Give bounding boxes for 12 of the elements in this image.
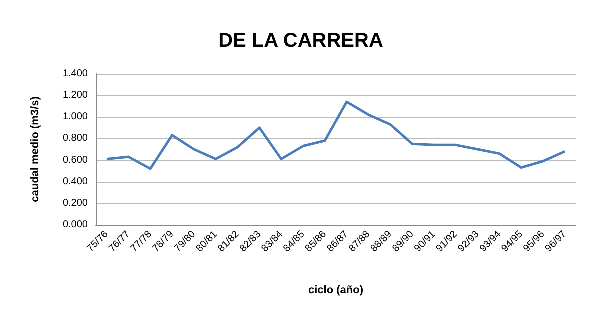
y-tick-label: 0.600 [62,154,88,166]
y-axis-title: caudal medio (m3/s) [30,96,42,202]
y-tick-label: 0.200 [62,198,88,209]
y-tick-label: 0.800 [62,133,88,144]
y-tick-label: 0.400 [62,176,88,188]
y-tick-label: 1.200 [62,90,88,102]
y-tick-label: 1.000 [62,112,88,123]
y-tick-label: 0.000 [62,220,88,230]
line-series [106,100,566,170]
chart-title: DE LA CARRERA [218,30,384,52]
y-tick-label: 1.400 [62,68,88,80]
x-axis-title: ciclo (año) [308,284,364,296]
